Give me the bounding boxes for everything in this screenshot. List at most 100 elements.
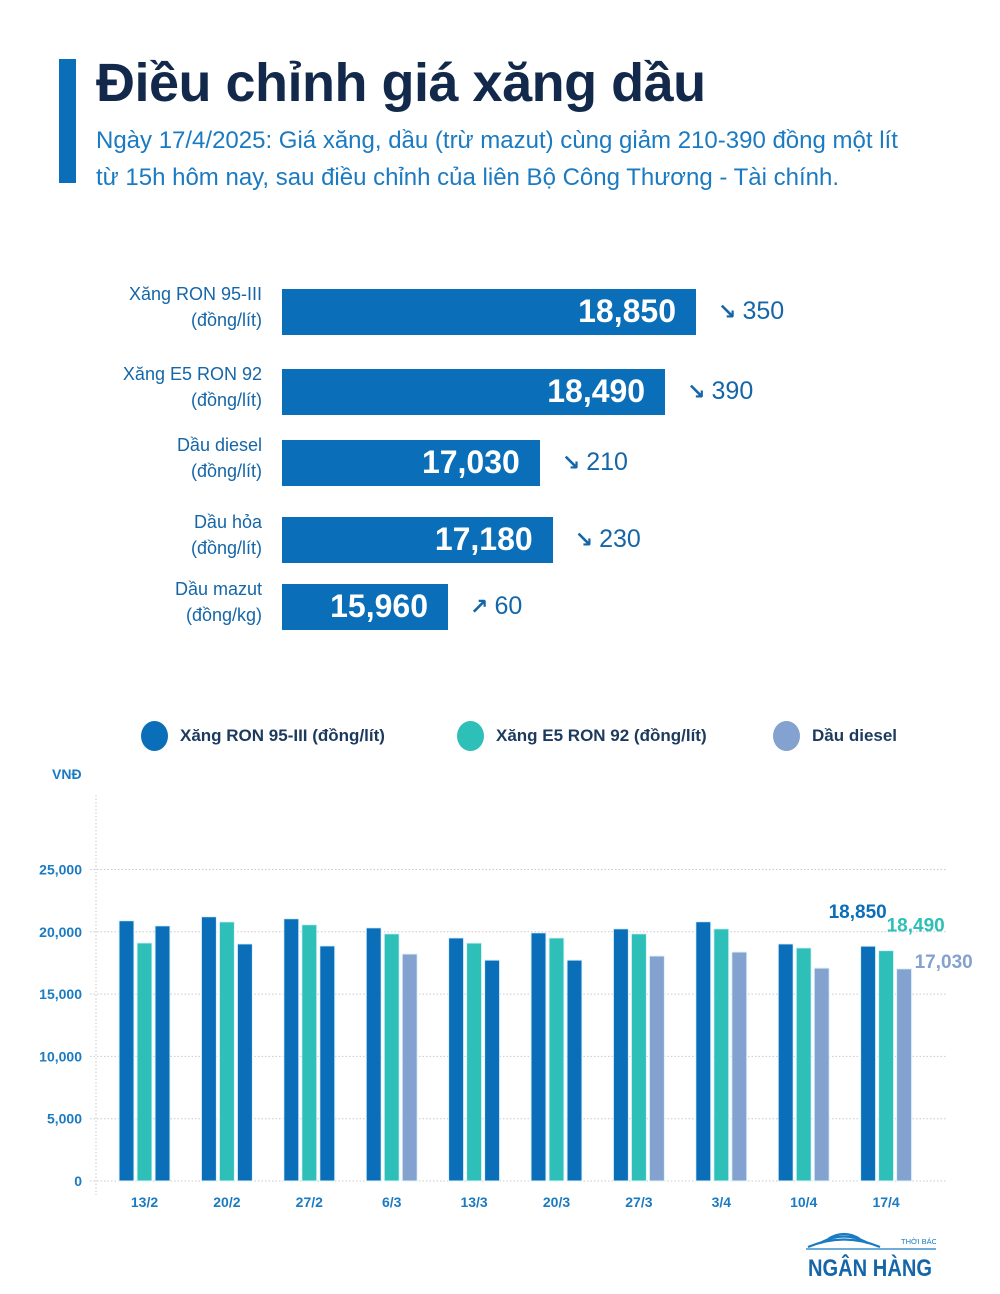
fuel-label: Xăng E5 RON 92 (đồng/lít) bbox=[123, 361, 262, 413]
y-tick-label: 5,000 bbox=[47, 1111, 82, 1127]
change-amount: 210 bbox=[586, 448, 628, 476]
bar-diesel bbox=[896, 968, 913, 1182]
bar-diesel bbox=[319, 945, 336, 1182]
arrow-up-right-icon: ↗ bbox=[470, 594, 489, 619]
price-value: 18,850 bbox=[578, 293, 676, 329]
bar-e5ron92 bbox=[218, 921, 235, 1182]
bar-ron95 bbox=[612, 928, 629, 1182]
data-label: 17,030 bbox=[915, 952, 973, 973]
bar-ron95 bbox=[283, 918, 300, 1182]
y-tick-label: 15,000 bbox=[39, 986, 82, 1002]
logo-wave-icon bbox=[806, 1232, 936, 1250]
fuel-unit: (đồng/lít) bbox=[190, 538, 262, 558]
bar-diesel bbox=[484, 959, 501, 1182]
bar-ron95 bbox=[118, 920, 135, 1182]
change-amount: 60 bbox=[494, 592, 523, 620]
fuel-label: Xăng RON 95-III (đồng/lít) bbox=[129, 281, 262, 333]
change-amount: 230 bbox=[599, 525, 641, 553]
fuel-name: Dầu mazut bbox=[174, 579, 262, 599]
bar-e5ron92 bbox=[630, 933, 647, 1182]
price-change: ↘ 230 bbox=[575, 525, 641, 554]
x-tick-label: 3/4 bbox=[712, 1194, 732, 1210]
change-amount: 390 bbox=[711, 377, 754, 405]
fuel-unit: (đồng/kg) bbox=[185, 605, 262, 625]
bar-ron95 bbox=[530, 932, 547, 1182]
bar-diesel bbox=[648, 955, 665, 1182]
bar-diesel bbox=[566, 959, 583, 1182]
price-bar: 15,960 bbox=[282, 584, 448, 630]
y-tick-label: 25,000 bbox=[39, 862, 82, 878]
x-tick-label: 10/4 bbox=[790, 1194, 817, 1210]
y-tick-label: 10,000 bbox=[39, 1048, 82, 1064]
title-accent-bar bbox=[59, 59, 76, 183]
bar-e5ron92 bbox=[136, 942, 153, 1182]
x-tick-label: 20/3 bbox=[543, 1194, 570, 1210]
subtitle-line-1: Ngày 17/4/2025: Giá xăng, dầu (trừ mazut… bbox=[96, 127, 898, 154]
legend-label: Dầu diesel bbox=[812, 726, 898, 745]
price-bar: 18,850 bbox=[282, 289, 696, 335]
fuel-unit: (đồng/lít) bbox=[190, 461, 262, 481]
price-bar: 17,180 bbox=[282, 517, 553, 563]
data-label: 18,850 bbox=[829, 902, 887, 923]
bar-e5ron92 bbox=[548, 937, 565, 1182]
x-tick-label: 13/2 bbox=[131, 1194, 158, 1210]
bar-e5ron92 bbox=[878, 950, 895, 1182]
ngan-hang-logo: THỜI BÁO NGÂN HÀNG bbox=[806, 1232, 936, 1282]
price-change: ↗ 60 bbox=[470, 592, 522, 621]
change-amount: 350 bbox=[742, 297, 785, 325]
bar-diesel bbox=[401, 953, 418, 1182]
arrow-down-right-icon: ↘ bbox=[561, 450, 581, 475]
x-tick-label: 27/3 bbox=[625, 1194, 652, 1210]
legend-swatch bbox=[773, 721, 800, 751]
fuel-name: Xăng E5 RON 92 bbox=[122, 364, 262, 384]
page-title: Điều chỉnh giá xăng dầu bbox=[96, 53, 706, 113]
fuel-name: Xăng RON 95-III bbox=[128, 284, 262, 304]
y-tick-label: 20,000 bbox=[39, 924, 82, 940]
bar-ron95 bbox=[200, 916, 217, 1182]
legend-item-e5ron92: Xăng E5 RON 92 (đồng/lít) bbox=[457, 720, 707, 752]
legend-item-diesel: Dầu diesel bbox=[773, 720, 897, 752]
fuel-name: Dầu hỏa bbox=[193, 512, 262, 532]
data-label: 18,490 bbox=[887, 916, 945, 937]
price-row-e5ron92: Xăng E5 RON 92 (đồng/lít) 18,490 ↘ 390 bbox=[0, 364, 1000, 417]
arrow-down-right-icon: ↘ bbox=[687, 379, 706, 404]
bar-e5ron92 bbox=[466, 942, 483, 1182]
bar-diesel bbox=[236, 943, 253, 1182]
price-change: ↘ 390 bbox=[687, 377, 753, 406]
logo-main-text: NGÂN HÀNG bbox=[808, 1254, 932, 1282]
bar-e5ron92 bbox=[383, 933, 400, 1182]
bar-ron95 bbox=[860, 945, 877, 1182]
price-row-kerosene: Dầu hỏa (đồng/lít) 17,180 ↘ 230 bbox=[0, 512, 1000, 565]
page-subtitle: Ngày 17/4/2025: Giá xăng, dầu (trừ mazut… bbox=[96, 122, 966, 196]
fuel-label: Dầu diesel (đồng/lít) bbox=[177, 432, 262, 484]
x-tick-label: 13/3 bbox=[460, 1194, 487, 1210]
fuel-unit: (đồng/lít) bbox=[190, 390, 262, 410]
fuel-name: Dầu diesel bbox=[176, 435, 262, 455]
price-row-ron95: Xăng RON 95-III (đồng/lít) 18,850 ↘ 350 bbox=[0, 284, 1000, 337]
fuel-unit: (đồng/lít) bbox=[190, 310, 262, 330]
bar-e5ron92 bbox=[301, 924, 318, 1182]
fuel-label: Dầu hỏa (đồng/lít) bbox=[191, 509, 262, 561]
bar-diesel bbox=[154, 925, 171, 1182]
price-change: ↘ 210 bbox=[562, 448, 628, 477]
x-tick-label: 27/2 bbox=[296, 1194, 323, 1210]
x-tick-label: 6/3 bbox=[382, 1194, 402, 1210]
bar-e5ron92 bbox=[713, 928, 730, 1182]
y-axis-title: VNĐ bbox=[52, 766, 82, 782]
weekly-price-chart: VNĐ 0 5,000 10,000 15,000 20,000 25,000 13/2 20/… bbox=[39, 766, 973, 1210]
x-tick-label: 17/4 bbox=[872, 1194, 899, 1210]
subtitle-line-2: từ 15h hôm nay, sau điều chỉnh của liên … bbox=[96, 164, 839, 191]
bar-ron95 bbox=[695, 921, 712, 1182]
arrow-down-right-icon: ↘ bbox=[718, 299, 737, 324]
legend-label: Xăng E5 RON 92 (đồng/lít) bbox=[496, 726, 707, 745]
price-value: 18,490 bbox=[547, 373, 646, 409]
chart-legend: Xăng RON 95-III (đồng/lít) Xăng E5 RON 9… bbox=[0, 720, 1000, 752]
bar-ron95 bbox=[365, 927, 382, 1182]
arrow-down-right-icon: ↘ bbox=[574, 527, 594, 552]
bar-ron95 bbox=[448, 937, 465, 1182]
price-row-diesel: Dầu diesel (đồng/lít) 17,030 ↘ 210 bbox=[0, 435, 1000, 488]
bar-diesel bbox=[731, 951, 748, 1182]
logo-small-text: THỜI BÁO bbox=[901, 1237, 936, 1246]
price-value: 17,030 bbox=[421, 444, 520, 480]
legend-label: Xăng RON 95-III (đồng/lít) bbox=[180, 726, 385, 745]
